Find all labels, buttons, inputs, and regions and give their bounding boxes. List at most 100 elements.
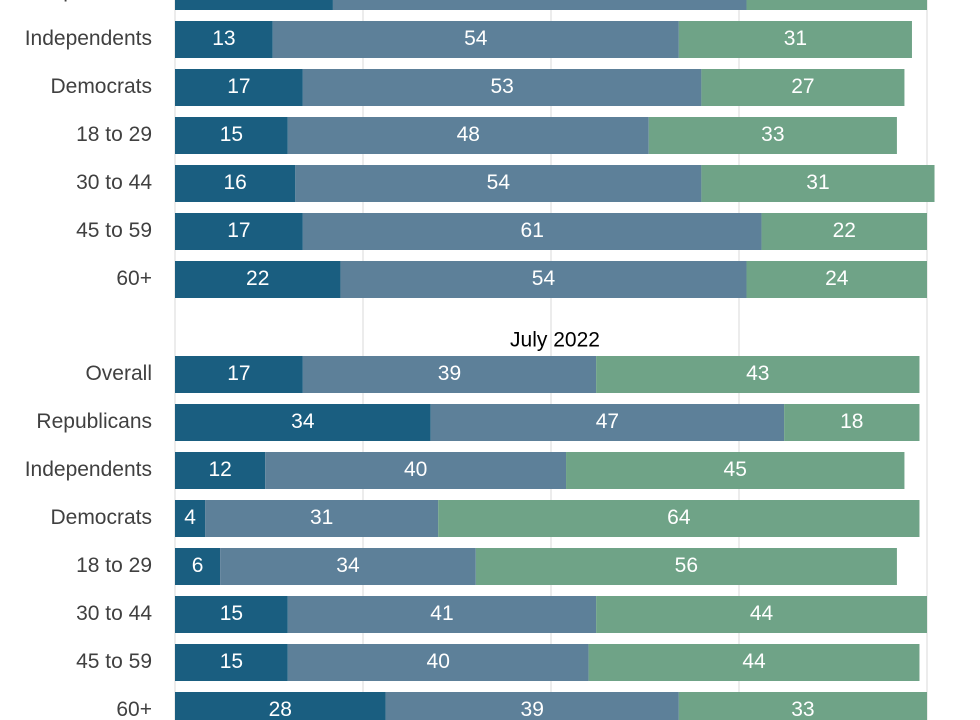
bar-segment	[596, 596, 927, 633]
bar-segment	[175, 356, 303, 393]
bar-segment	[332, 0, 747, 10]
data-label: 44	[742, 650, 766, 673]
bar-segment	[175, 117, 288, 154]
data-label: 27	[791, 75, 814, 98]
bar-segment	[784, 404, 920, 441]
data-label: 13	[212, 27, 235, 50]
category-label: Independents	[25, 27, 152, 50]
bar-segment	[385, 692, 679, 720]
data-label: 55	[528, 0, 551, 2]
data-label: 22	[246, 267, 269, 290]
bar-segment	[678, 21, 912, 58]
data-label: 24	[825, 267, 849, 290]
category-label: Democrats	[50, 75, 152, 98]
bar-segment	[175, 21, 273, 58]
category-label: Democrats	[50, 506, 152, 529]
bar-segment	[205, 500, 439, 537]
data-label: 17	[227, 219, 250, 242]
category-label: 30 to 44	[76, 171, 152, 194]
bar-segment	[287, 117, 649, 154]
bar-segment	[588, 644, 920, 681]
data-label: 43	[746, 362, 769, 385]
bar-segment	[302, 69, 702, 106]
bar-segment	[175, 165, 296, 202]
category-label: 30 to 44	[76, 602, 152, 625]
bar-segment	[746, 261, 927, 298]
category-label: 45 to 59	[76, 219, 152, 242]
bar-segment	[175, 548, 221, 585]
data-label: 6	[192, 554, 204, 577]
data-label: 17	[227, 75, 250, 98]
bar-segment	[175, 213, 303, 250]
data-label: 24	[825, 0, 849, 2]
data-label: 54	[464, 27, 488, 50]
data-label: 22	[833, 219, 856, 242]
bars	[175, 0, 935, 720]
bar-segment	[761, 213, 927, 250]
bar-segment	[287, 644, 589, 681]
category-label: 18 to 29	[76, 123, 152, 146]
data-label: 54	[487, 171, 511, 194]
bar-segment	[175, 500, 206, 537]
data-label: 28	[269, 698, 292, 720]
labels: Republicans 21 55 24 Independents 13 54 31 Democ…	[25, 0, 864, 720]
category-label: Republicans	[36, 0, 152, 2]
bar-segment	[596, 356, 920, 393]
data-label: 40	[404, 458, 427, 481]
data-label: 31	[310, 506, 333, 529]
data-label: 18	[840, 410, 863, 433]
bar-segment	[430, 404, 785, 441]
data-label: 44	[750, 602, 774, 625]
category-label: 18 to 29	[76, 554, 152, 577]
data-label: 54	[532, 267, 556, 290]
bar-segment	[287, 596, 597, 633]
bar-segment	[175, 261, 341, 298]
data-label: 40	[427, 650, 450, 673]
bar-segment	[566, 452, 905, 489]
data-label: 39	[521, 698, 544, 720]
category-label: Overall	[85, 362, 152, 385]
bar-segment	[340, 261, 747, 298]
bar-segment	[438, 500, 920, 537]
category-label: Independents	[25, 458, 152, 481]
data-label: 64	[667, 506, 691, 529]
data-label: 53	[490, 75, 513, 98]
data-label: 47	[596, 410, 619, 433]
bar-segment	[220, 548, 476, 585]
category-label: 60+	[116, 698, 152, 720]
bar-segment	[265, 452, 567, 489]
bar-segment	[175, 644, 288, 681]
bar-segment	[175, 0, 333, 10]
category-label: 45 to 59	[76, 650, 152, 673]
data-label: 56	[675, 554, 698, 577]
data-label: 12	[208, 458, 231, 481]
data-label: 15	[220, 123, 243, 146]
bar-segment	[175, 596, 288, 633]
data-label: 33	[761, 123, 784, 146]
data-label: 39	[438, 362, 461, 385]
bar-segment	[701, 165, 935, 202]
bar-segment	[678, 692, 927, 720]
data-label: 15	[220, 650, 243, 673]
bar-segment	[302, 356, 597, 393]
category-label: 60+	[116, 267, 152, 290]
data-label: 33	[791, 698, 814, 720]
bar-segment	[295, 165, 702, 202]
data-label: 61	[521, 219, 544, 242]
bar-segment	[272, 21, 679, 58]
bar-segment	[175, 69, 303, 106]
bar-segment	[302, 213, 762, 250]
data-label: 45	[724, 458, 747, 481]
data-label: 15	[220, 602, 243, 625]
data-label: 34	[291, 410, 315, 433]
bar-segment	[175, 452, 266, 489]
data-label: 31	[784, 27, 807, 50]
bar-segment	[648, 117, 897, 154]
data-label: 4	[184, 506, 196, 529]
bar-segment	[175, 692, 386, 720]
bar-segment	[175, 404, 431, 441]
data-label: 34	[336, 554, 360, 577]
bar-segment	[701, 69, 905, 106]
data-label: 16	[223, 171, 246, 194]
